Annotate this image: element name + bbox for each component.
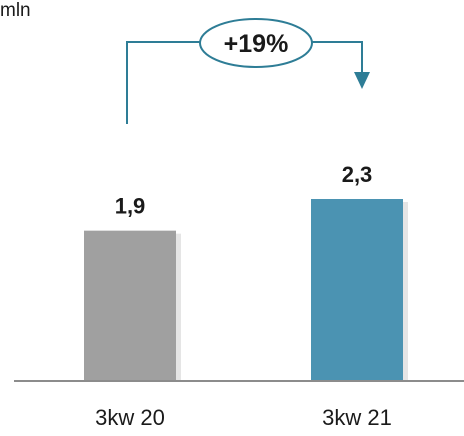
category-label: 3kw 21 [322, 405, 392, 430]
value-label: 1,9 [115, 194, 146, 219]
value-label: 2,3 [342, 162, 373, 187]
bar [84, 231, 176, 381]
category-label: 3kw 20 [95, 405, 165, 430]
annotation-label: +19% [224, 30, 289, 58]
bar [311, 199, 403, 381]
annotation-arrowhead [354, 72, 370, 89]
annotation-bracket-left [127, 42, 201, 124]
annotation-bracket-right [311, 42, 362, 74]
